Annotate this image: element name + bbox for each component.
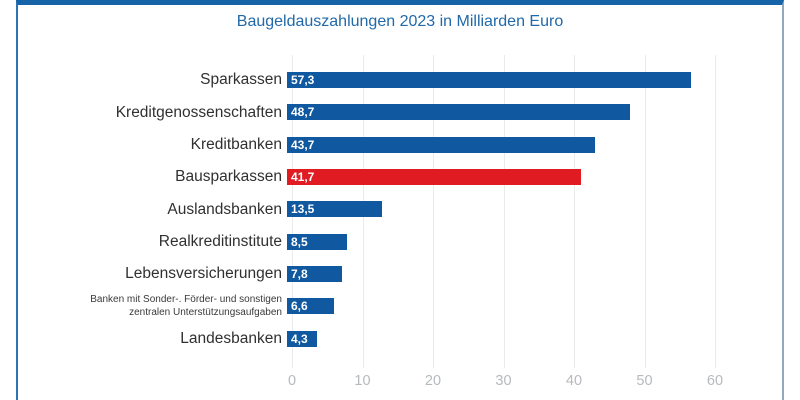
bar-row: Banken mit Sonder-. Förder- und sonstige… — [20, 290, 764, 322]
bar-track: 41,7 — [287, 169, 764, 186]
gridline — [715, 55, 716, 368]
category-label: Bausparkassen — [175, 168, 282, 186]
x-tick-label: 60 — [706, 373, 724, 389]
bar-rows: Sparkassen 57,3 Kreditgenossenschaften 48,7… — [20, 64, 764, 355]
x-tick-label: 30 — [495, 373, 512, 389]
x-tick-label: 0 — [287, 373, 297, 389]
category-label: Banken mit Sonder-. Förder- und sonstige… — [90, 294, 282, 319]
gridline — [503, 55, 505, 368]
gridline — [574, 55, 575, 368]
x-tick-label: 50 — [636, 373, 653, 389]
bar: 48,7 — [287, 104, 631, 121]
bar: 4,3 — [287, 330, 318, 347]
bar-row: Kreditgenossenschaften 48,7 — [20, 96, 764, 128]
category-label: Kreditbanken — [190, 135, 282, 153]
bar-value-label: 4,3 — [291, 331, 308, 346]
bar-row: Auslandsbanken 13,5 — [20, 193, 764, 225]
category-label: Auslandsbanken — [167, 200, 282, 218]
bar-track: 57,3 — [287, 72, 764, 89]
bar-row: Realkreditinstitute 8,5 — [20, 226, 764, 258]
bar-highlighted: 41,7 — [287, 169, 581, 186]
x-tick-label: 10 — [354, 373, 371, 389]
bar: 13,5 — [287, 201, 383, 218]
bar-value-label: 8,5 — [291, 234, 308, 249]
gridline — [433, 55, 434, 368]
gridline — [644, 55, 646, 368]
bar-value-label: 43,7 — [291, 137, 315, 152]
category-label: Sparkassen — [200, 71, 282, 89]
bar-row: Lebensversicherungen 7,8 — [20, 258, 764, 290]
bar-track: 48,7 — [287, 104, 764, 121]
bar-value-label: 7,8 — [291, 267, 308, 282]
bar: 6,6 — [287, 298, 334, 315]
category-label: Lebensversicherungen — [125, 265, 282, 283]
x-axis: 0 10 20 30 40 50 60 — [288, 373, 723, 393]
bar-value-label: 48,7 — [291, 105, 315, 120]
bar-row: Kreditbanken 43,7 — [20, 129, 764, 161]
bar-track: 7,8 — [287, 266, 764, 283]
bar: 7,8 — [287, 266, 342, 283]
bar-value-label: 6,6 — [291, 299, 308, 314]
bar-track: 4,3 — [287, 330, 764, 347]
bar-row: Bausparkassen 41,7 — [20, 161, 764, 193]
panel-frame — [16, 0, 784, 400]
bar-track: 8,5 — [287, 233, 764, 250]
category-label: Realkreditinstitute — [158, 232, 282, 250]
category-label: Landesbanken — [180, 329, 282, 347]
bar-value-label: 41,7 — [291, 170, 315, 185]
bar-track: 13,5 — [287, 201, 764, 218]
bar: 43,7 — [287, 136, 596, 153]
category-label: Kreditgenossenschaften — [115, 103, 282, 121]
x-tick-label: 40 — [565, 373, 583, 389]
bar-value-label: 57,3 — [291, 73, 315, 88]
bar-row: Landesbanken 4,3 — [20, 323, 764, 355]
bar-value-label: 13,5 — [291, 202, 315, 217]
x-tick-label: 20 — [424, 373, 442, 389]
bar: 8,5 — [287, 233, 347, 250]
bar-track: 43,7 — [287, 136, 764, 153]
bar: 57,3 — [287, 72, 691, 89]
bar-track: 6,6 — [287, 298, 764, 315]
chart-title: Baugeldauszahlungen 2023 in Milliarden E… — [236, 13, 564, 30]
bar-row: Sparkassen 57,3 — [20, 64, 764, 96]
